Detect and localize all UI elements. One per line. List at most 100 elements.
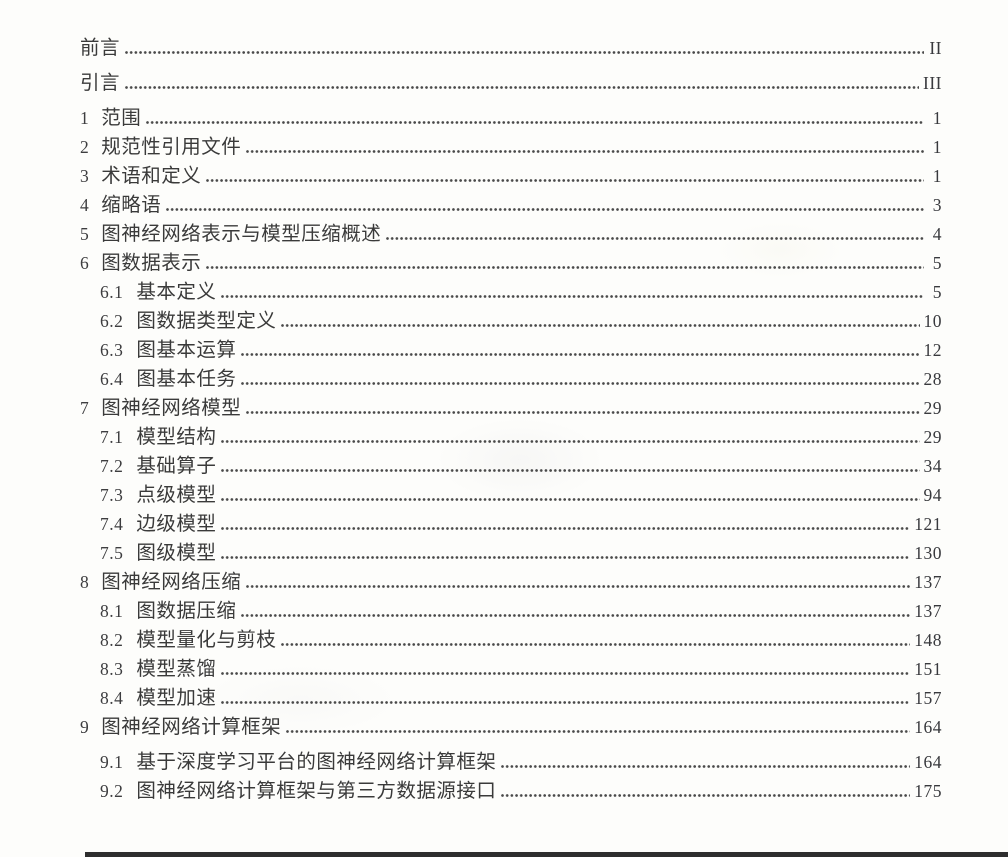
toc-entry-page: 151 [914,659,942,679]
dot-leader-icon [246,411,920,414]
dot-leader-icon [221,469,920,472]
toc-entry-number: 6.4 [100,369,124,389]
toc-entry-number: 9 [80,717,90,737]
dot-leader-icon [246,585,911,588]
toc-entry[interactable]: 4 缩略语 3 [80,188,942,217]
toc-entry[interactable]: 6.4 图基本任务 28 [80,362,942,391]
toc-entry[interactable]: 2 规范性引用文件 1 [80,130,942,159]
toc-entry-number: 6.3 [100,340,124,360]
toc-entry-label: 图数据压缩 [136,601,237,622]
dot-leader-icon [125,86,920,89]
toc-entry-label: 图神经网络计算框架与第三方数据源接口 [136,781,497,802]
toc-entry-number: 9.1 [100,752,124,772]
dot-leader-icon [125,51,924,54]
toc-entry-page: 94 [923,485,942,505]
toc-entry-label: 图数据表示 [101,253,202,274]
toc-entry[interactable]: 6.3 图基本运算 12 [80,333,942,362]
toc-entry-label: 术语和定义 [101,166,202,187]
dot-leader-icon [221,498,920,501]
dot-leader-icon [221,527,911,530]
toc-entry-number: 3 [80,166,90,186]
toc-entry[interactable]: 7.5 图级模型 130 [80,536,942,565]
toc-entry-number: 8 [80,572,90,592]
toc-entry-number: 9.2 [100,781,124,801]
toc-entry[interactable]: 6.2 图数据类型定义 10 [80,304,942,333]
toc-entry-number: 6.2 [100,311,124,331]
dot-leader-icon [501,765,911,768]
toc-entry-page: 3 [932,195,942,215]
toc-entry[interactable]: 9.1 基于深度学习平台的图神经网络计算框架 164 [80,745,942,774]
toc-entry[interactable]: 8.2 模型量化与剪枝 148 [80,623,942,652]
toc-entry-page: 137 [914,601,942,621]
toc-entry-page: 29 [923,398,942,418]
dot-leader-icon [166,208,924,211]
toc-entry-page: 5 [932,253,942,273]
toc-entry[interactable]: 7.3 点级模型 94 [80,478,942,507]
toc-entry-number: 8.1 [100,601,124,621]
toc-entry[interactable]: 6.1 基本定义 5 [80,275,942,304]
dot-leader-icon [286,730,911,733]
dot-leader-icon [221,440,920,443]
toc-entry[interactable]: 9.2 图神经网络计算框架与第三方数据源接口 175 [80,774,942,803]
toc-entry-number: 6.1 [100,282,124,302]
toc-entry[interactable]: 8.3 模型蒸馏 151 [80,652,942,681]
toc-entry-number: 2 [80,137,90,157]
toc-entry-page: 164 [914,717,942,737]
toc-entry-number: 7.3 [100,485,124,505]
toc-entry-label: 边级模型 [136,514,217,535]
toc-entry-number: 5 [80,224,90,244]
dot-leader-icon [241,382,920,385]
toc-entry-number: 8.3 [100,659,124,679]
toc-entry-label: 图神经网络计算框架 [101,717,282,738]
toc-entry-label: 范围 [101,108,142,129]
toc-entry-label: 图级模型 [136,543,217,564]
toc-entry-page: 1 [932,137,942,157]
toc-entry-label: 前言 [80,38,121,59]
toc-entry[interactable]: 3 术语和定义 1 [80,159,942,188]
toc-entry[interactable]: 1 范围 1 [80,101,942,130]
toc-entry[interactable]: 5 图神经网络表示与模型压缩概述 4 [80,217,942,246]
dot-leader-icon [281,643,911,646]
toc-entry[interactable]: 引言 III [80,66,942,95]
toc-entry-page: 148 [914,630,942,650]
toc-entry-page: 121 [914,514,942,534]
toc-entry-page: 29 [923,427,942,447]
toc-entry[interactable]: 7.1 模型结构 29 [80,420,942,449]
dot-leader-icon [221,672,911,675]
toc-entry-page: 130 [914,543,942,563]
toc-entry[interactable]: 7 图神经网络模型 29 [80,391,942,420]
toc-entry-page: 34 [923,456,942,476]
toc-entry[interactable]: 前言 II [80,31,942,60]
toc-entry-number: 7.4 [100,514,124,534]
toc-entry[interactable]: 8.1 图数据压缩 137 [80,594,942,623]
toc-entry[interactable]: 7.2 基础算子 34 [80,449,942,478]
toc-entry-number: 6 [80,253,90,273]
toc-entry[interactable]: 8 图神经网络压缩 137 [80,565,942,594]
dot-leader-icon [246,150,924,153]
toc-entry[interactable]: 9 图神经网络计算框架 164 [80,710,942,739]
toc-entry[interactable]: 8.4 模型加速 157 [80,681,942,710]
toc-entry-label: 图神经网络模型 [101,398,242,419]
toc-entry-label: 点级模型 [136,485,217,506]
dot-leader-icon [206,266,924,269]
page-boundary-bar [85,852,1008,857]
toc-entry-page: 137 [914,572,942,592]
toc-entry-page: 157 [914,688,942,708]
toc-entry-label: 模型蒸馏 [136,659,217,680]
toc-entry-page: 1 [932,166,942,186]
toc-entry[interactable]: 6 图数据表示 5 [80,246,942,275]
toc-entry-number: 1 [80,108,90,128]
toc-entry-label: 图基本运算 [136,340,237,361]
toc-entry-label: 基础算子 [136,456,217,477]
toc-entry-number: 7.5 [100,543,124,563]
toc-entry-page: 175 [914,781,942,801]
dot-leader-icon [281,324,920,327]
toc-entry-label: 缩略语 [101,195,162,216]
toc-entry-number: 8.2 [100,630,124,650]
dot-leader-icon [221,701,911,704]
toc-entry[interactable]: 7.4 边级模型 121 [80,507,942,536]
toc-entry-label: 基于深度学习平台的图神经网络计算框架 [136,752,497,773]
toc-list: 前言 II 引言 III 1 范围 1 2 规范性引用文件 1 3 术语和定义 … [80,31,942,803]
dot-leader-icon [206,179,924,182]
